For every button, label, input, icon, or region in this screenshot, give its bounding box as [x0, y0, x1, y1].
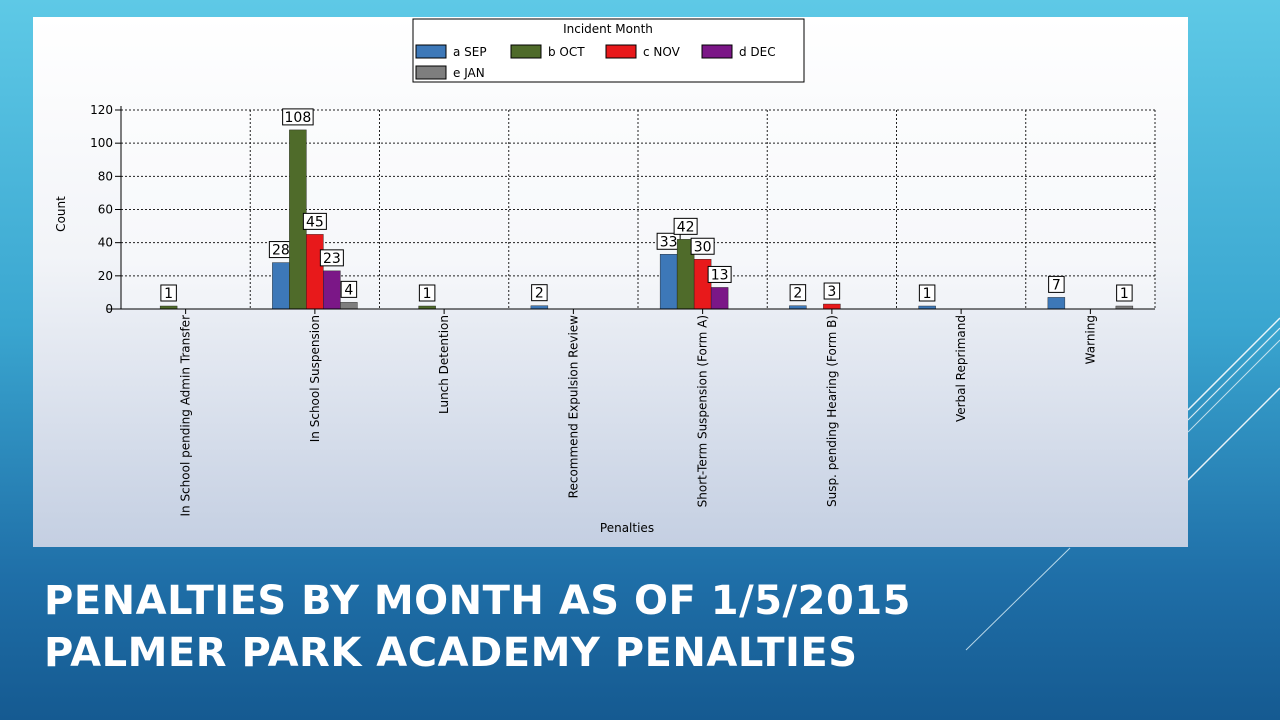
bar-c-nov-short-term-suspension-form-a: 30	[690, 237, 715, 310]
data-label-box	[160, 284, 177, 302]
data-label-box	[707, 265, 732, 283]
data-label: 42	[677, 219, 695, 235]
data-label-box	[302, 212, 327, 230]
x-tick-label-in-school-suspension: In School Suspension	[308, 315, 322, 442]
slide-title: PENALTIES BY MONTH AS OF 1/5/2015 PALMER…	[44, 575, 1044, 679]
data-label: 13	[711, 267, 729, 283]
legend-swatch	[510, 44, 542, 59]
data-label: 1	[923, 286, 932, 302]
data-label: 7	[1052, 277, 1061, 293]
bar-b-oct-in-school-suspension: 108	[282, 108, 314, 310]
bar	[1047, 297, 1066, 310]
bar-d-dec-short-term-suspension-form-a: 13	[707, 265, 732, 310]
legend-item-b-oct: b OCT	[510, 44, 585, 59]
data-label-box	[690, 237, 715, 255]
data-label-box	[418, 284, 436, 302]
data-label: 1	[164, 286, 173, 302]
data-label-box	[1116, 284, 1133, 302]
legend: Incident Month a SEP b OCT c NOV d DEC e JAN	[412, 18, 805, 83]
x-tick-label-recommend-expulsion-review: Recommend Expulsion Review	[566, 315, 580, 499]
y-tick-label: 80	[98, 169, 113, 183]
bar-e-jan-in-school-suspension: 4	[340, 280, 358, 310]
x-axis: In School pending Admin Transfer In Schoo…	[107, 308, 1155, 517]
bar-b-oct-lunch-detention: 1	[418, 284, 436, 310]
legend-swatch	[415, 65, 447, 80]
legend-item-a-sep: a SEP	[415, 44, 487, 59]
bar	[823, 303, 841, 310]
bar-d-dec-in-school-suspension: 23	[319, 249, 344, 310]
bar	[323, 270, 341, 310]
data-label: 33	[660, 234, 678, 250]
x-tick-label-susp-pending-hearing-form-b: Susp. pending Hearing (Form B)	[825, 315, 839, 507]
chart-panel: Incident Month a SEP b OCT c NOV d DEC e JAN…	[33, 17, 1188, 547]
data-label-box	[282, 108, 314, 126]
data-label: 45	[306, 214, 324, 230]
bar-b-oct-in-school-pending-admin-transfer: 1	[159, 284, 178, 310]
data-label-box	[918, 284, 936, 302]
data-label-box	[789, 284, 807, 302]
data-label: 28	[272, 243, 290, 259]
bar-a-sep-susp-pending-hearing-form-b: 2	[789, 284, 807, 310]
legend-label: c NOV	[643, 45, 681, 59]
legend-swatch	[415, 44, 447, 59]
data-label: 23	[323, 251, 341, 267]
data-label-box	[823, 282, 841, 300]
bar-a-sep-short-term-suspension-form-a: 33	[656, 232, 681, 310]
x-tick-label-lunch-detention: Lunch Detention	[437, 315, 451, 414]
legend-item-d-dec: d DEC	[701, 44, 776, 59]
bars: 28 2 33 2 1 7 1 108 1 42 45 30 3 23 13 4 1	[159, 108, 1134, 310]
x-axis-title: Penalties	[600, 521, 654, 535]
bar	[306, 234, 324, 310]
data-label: 1	[1120, 286, 1129, 302]
title-line-2: PALMER PARK ACADEMY PENALTIES	[44, 630, 858, 676]
title-line-1: PENALTIES BY MONTH AS OF 1/5/2015	[44, 578, 911, 624]
data-label: 2	[793, 286, 802, 302]
x-tick-label-in-school-pending-admin-transfer: In School pending Admin Transfer	[179, 315, 193, 517]
bar	[710, 287, 729, 310]
y-tick-label: 60	[98, 203, 113, 217]
data-label: 108	[285, 110, 312, 126]
data-label: 1	[423, 286, 432, 302]
bar-b-oct-short-term-suspension-form-a: 42	[673, 217, 698, 310]
data-label: 2	[535, 286, 544, 302]
legend-label: e JAN	[453, 66, 485, 80]
data-label-box	[531, 284, 548, 302]
y-tick-label: 20	[98, 269, 113, 283]
bar	[659, 254, 678, 310]
bar-chart: Incident Month a SEP b OCT c NOV d DEC e JAN…	[54, 18, 1156, 535]
bar	[272, 262, 290, 310]
y-tick-label: 40	[98, 236, 113, 250]
bar-a-sep-warning: 7	[1047, 275, 1066, 310]
data-label-box	[340, 280, 358, 298]
x-tick-label-verbal-reprimand: Verbal Reprimand	[954, 315, 968, 422]
legend-label: a SEP	[453, 45, 487, 59]
legend-item-e-jan: e JAN	[415, 65, 485, 80]
legend-title: Incident Month	[563, 22, 653, 36]
data-label: 3	[827, 284, 836, 300]
bar-e-jan-warning: 1	[1115, 284, 1134, 310]
bar-a-sep-in-school-suspension: 28	[268, 241, 293, 310]
y-axis-title: Count	[54, 196, 68, 232]
data-label-box	[673, 217, 698, 235]
y-tick-label: 120	[90, 103, 113, 117]
legend-label: b OCT	[548, 45, 585, 59]
x-tick-label-short-term-suspension-form-a: Short-Term Suspension (Form A)	[696, 315, 710, 507]
y-tick-label: 100	[90, 136, 113, 150]
bar-c-nov-susp-pending-hearing-form-b: 3	[823, 282, 841, 310]
data-label: 4	[344, 282, 353, 298]
legend-label: d DEC	[739, 45, 776, 59]
x-tick-label-warning: Warning	[1083, 315, 1097, 364]
bar-a-sep-verbal-reprimand: 1	[918, 284, 936, 310]
data-label: 30	[694, 239, 712, 255]
legend-item-c-nov: c NOV	[605, 44, 681, 59]
bar-c-nov-in-school-suspension: 45	[302, 212, 327, 310]
data-label-box	[319, 249, 344, 267]
legend-swatch	[701, 44, 733, 59]
data-label-box	[1048, 275, 1065, 293]
legend-swatch	[605, 44, 637, 59]
bar	[340, 302, 358, 310]
